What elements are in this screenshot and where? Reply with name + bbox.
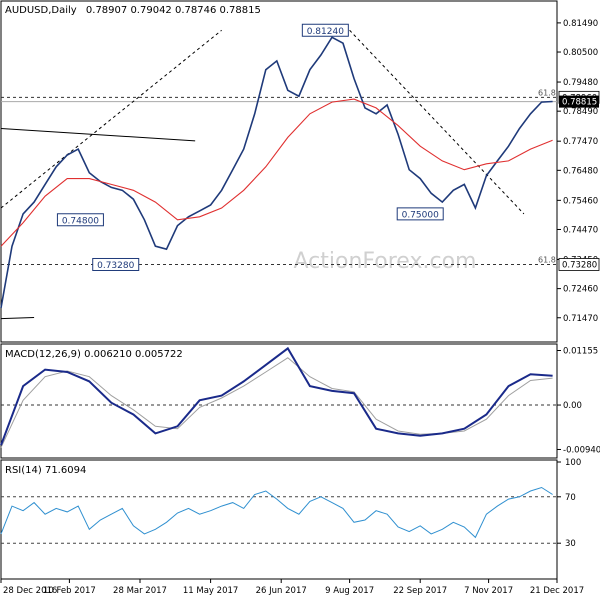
price-annotation-2: 0.73280 [92, 257, 140, 271]
x-tick-label-6: 22 Sep 2017 [393, 586, 447, 596]
price-annotation-label-0: 0.81240 [307, 27, 344, 37]
price-line [0, 36, 553, 309]
price-ytick-label-3: 0.78490 [563, 107, 598, 117]
rsi-label: RSI(14) 71.6094 [5, 465, 86, 476]
macd-line [0, 346, 553, 446]
rsi-ytick-label-1: 70 [565, 493, 576, 503]
x-tick-label-2: 28 Mar 2017 [113, 586, 167, 596]
x-tick-label-0: 28 Dec 2016 [3, 586, 57, 596]
trendline-0 [0, 29, 222, 209]
watermark: ActionForex.com [294, 249, 477, 274]
macd-ytick-label-1: 0.00 [563, 401, 582, 411]
price-ytick-label-0: 0.81490 [563, 19, 598, 29]
price-ytick-label-6: 0.75460 [563, 196, 598, 206]
x-tick-label-8: 21 Dec 2017 [530, 586, 584, 596]
trendline-2 [0, 128, 196, 142]
macd-label: MACD(12,26,9) 0.006210 0.005722 [5, 349, 183, 360]
price-annotation-label-3: 0.75000 [402, 210, 439, 220]
level-price-box-1 [558, 258, 600, 271]
macd-ytick-label-0: 0.01155 [563, 346, 598, 356]
trendline-1 [349, 29, 525, 215]
price-annotation-box-3 [396, 207, 444, 221]
price-ytick-label-4: 0.77470 [563, 137, 598, 147]
price-annotation-1: 0.74800 [56, 213, 104, 227]
price-panel-frame [0, 0, 558, 343]
rsi-line [0, 486, 553, 539]
fib-level-label-1: 61.8 [538, 255, 556, 264]
rsi-panel-frame [0, 459, 558, 580]
price-ytick-label-7: 0.74470 [563, 225, 598, 235]
chart-title: AUDUSD,Daily 0.78907 0.79042 0.78746 0.7… [5, 5, 261, 16]
price-ytick-label-1: 0.80500 [563, 48, 598, 58]
rsi-ytick-label-0: 100 [565, 458, 581, 468]
price-ytick-label-5: 0.76480 [563, 166, 598, 176]
x-tick-label-1: 10 Feb 2017 [43, 586, 96, 596]
x-tick-label-4: 26 Jun 2017 [256, 586, 307, 596]
price-annotation-box-1 [56, 213, 104, 227]
price-annotation-0: 0.81240 [301, 23, 349, 37]
fib-level-label-0: 61.8 [538, 88, 556, 97]
price-annotation-box-0 [301, 23, 349, 37]
moving-average-line [0, 98, 553, 247]
price-annotation-box-2 [92, 257, 140, 271]
macd-signal-line [0, 357, 553, 448]
rsi-ytick-label-2: 30 [565, 539, 576, 549]
symbol-label: AUDUSD,Daily [5, 5, 77, 16]
x-tick-label-7: 7 Nov 2017 [464, 586, 513, 596]
trendline-3 [0, 316, 35, 320]
price-ytick-label-10: 0.71470 [563, 314, 598, 324]
price-annotation-label-1: 0.74800 [62, 216, 99, 226]
macd-panel-frame [0, 343, 558, 459]
current-price-label: 0.78815 [562, 98, 597, 108]
price-ytick-label-2: 0.79480 [563, 78, 598, 88]
current-price-box [559, 95, 599, 108]
ohlc-values: 0.78907 0.79042 0.78746 0.78815 [86, 5, 261, 16]
level-price-label-1: 0.73280 [562, 260, 597, 270]
price-ytick-label-9: 0.72460 [563, 285, 598, 295]
x-tick-label-5: 9 Aug 2017 [325, 586, 374, 596]
macd-ytick-label-2: -0.009408 [563, 445, 600, 455]
x-tick-label-3: 11 May 2017 [183, 586, 238, 596]
price-annotation-3: 0.75000 [396, 207, 444, 221]
price-annotation-label-2: 0.73280 [97, 261, 134, 271]
